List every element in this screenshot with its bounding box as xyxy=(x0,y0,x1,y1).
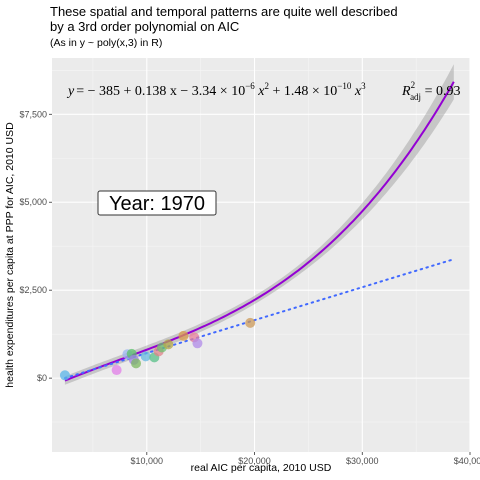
grid-minor xyxy=(52,58,470,452)
x-tick-label: $10,000 xyxy=(131,456,164,466)
eq-exp1: −6 xyxy=(245,81,255,91)
eq-body: = − 385 + 0.138 x − 3.34 × 10 xyxy=(76,84,245,99)
data-point xyxy=(245,317,256,328)
data-point xyxy=(131,358,142,369)
data-point xyxy=(163,339,174,350)
chart-subtitle: (As in y ~ poly(x,3) in R) xyxy=(50,37,163,49)
x-tick-label: $20,000 xyxy=(238,456,271,466)
r2-label: R2 adj = 0.93 xyxy=(401,80,460,102)
y-tick-label: $7,500 xyxy=(19,109,47,119)
y-tick-label: $2,500 xyxy=(19,285,47,295)
eq-y: y xyxy=(66,84,75,99)
data-point xyxy=(192,338,203,349)
points-layer xyxy=(59,317,256,381)
eq-pow2: 2 xyxy=(265,81,270,91)
data-point xyxy=(140,351,151,362)
eq-adj: adj xyxy=(410,92,421,102)
grid-major xyxy=(52,58,471,452)
plot-panel xyxy=(52,58,470,452)
data-point xyxy=(111,365,122,376)
year-label-box xyxy=(97,190,217,216)
eq-r: R xyxy=(401,84,411,99)
x-axis-label: real AIC per capita, 2010 USD xyxy=(191,462,332,474)
eq-r-pow: 2 xyxy=(411,80,416,90)
x-tick-label: $40,000 xyxy=(454,456,480,466)
eq-mid: + 1.48 × 10 xyxy=(269,84,337,99)
data-point xyxy=(59,370,70,381)
eq-pow3: 3 xyxy=(361,81,366,91)
eq-x3: x xyxy=(351,84,362,99)
eq-x2: x xyxy=(255,84,266,99)
data-point xyxy=(178,330,189,341)
chart-title: These spatial and temporal patterns are … xyxy=(50,4,398,34)
y-tick-label: $5,000 xyxy=(19,197,47,207)
x-tick-label: $30,000 xyxy=(346,456,379,466)
x-axis-ticks: $10,000 $20,000 $30,000 $40,000 xyxy=(131,452,480,466)
y-axis-ticks: $0 $2,500 $5,000 $7,500 xyxy=(19,109,52,383)
eq-exp2: −10 xyxy=(337,81,352,91)
y-tick-label: $0 xyxy=(37,373,47,383)
y-axis-label: health expenditures per capita at PPP fo… xyxy=(4,122,16,388)
year-label: Year: 1970 xyxy=(109,193,205,215)
regression-equation: y = − 385 + 0.138 x − 3.34 × 10−6 x2 + 1.… xyxy=(66,81,366,99)
eq-r-value: = 0.93 xyxy=(421,84,460,99)
